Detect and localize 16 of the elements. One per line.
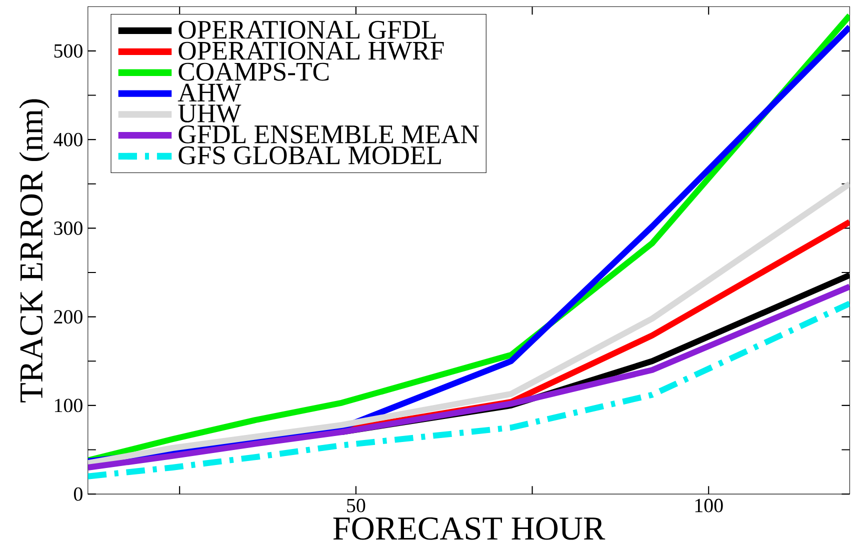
y-tick-label: 300 xyxy=(54,221,82,235)
legend-label: OPERATIONAL GFDL xyxy=(178,20,436,39)
y-tick-label: 100 xyxy=(54,398,82,412)
x-axis-title: FORECAST HOUR xyxy=(333,517,606,540)
y-tick-label: 400 xyxy=(54,132,82,146)
legend-label: COAMPS-TC xyxy=(178,62,329,81)
legend-label: GFS GLOBAL MODEL xyxy=(178,146,441,164)
y-tick-label: 500 xyxy=(54,44,82,58)
legend-label: UHW xyxy=(178,104,242,122)
legend-label: AHW xyxy=(178,84,242,102)
y-axis-title: TRACK ERROR (nm) xyxy=(19,99,50,402)
x-tick-label: 50 xyxy=(347,498,366,512)
legend-label: GFDL ENSEMBLE MEAN xyxy=(178,125,479,144)
y-tick-label: 0 xyxy=(74,487,82,501)
legend-label: OPERATIONAL HWRF xyxy=(178,42,444,60)
y-tick-label: 200 xyxy=(54,310,82,324)
